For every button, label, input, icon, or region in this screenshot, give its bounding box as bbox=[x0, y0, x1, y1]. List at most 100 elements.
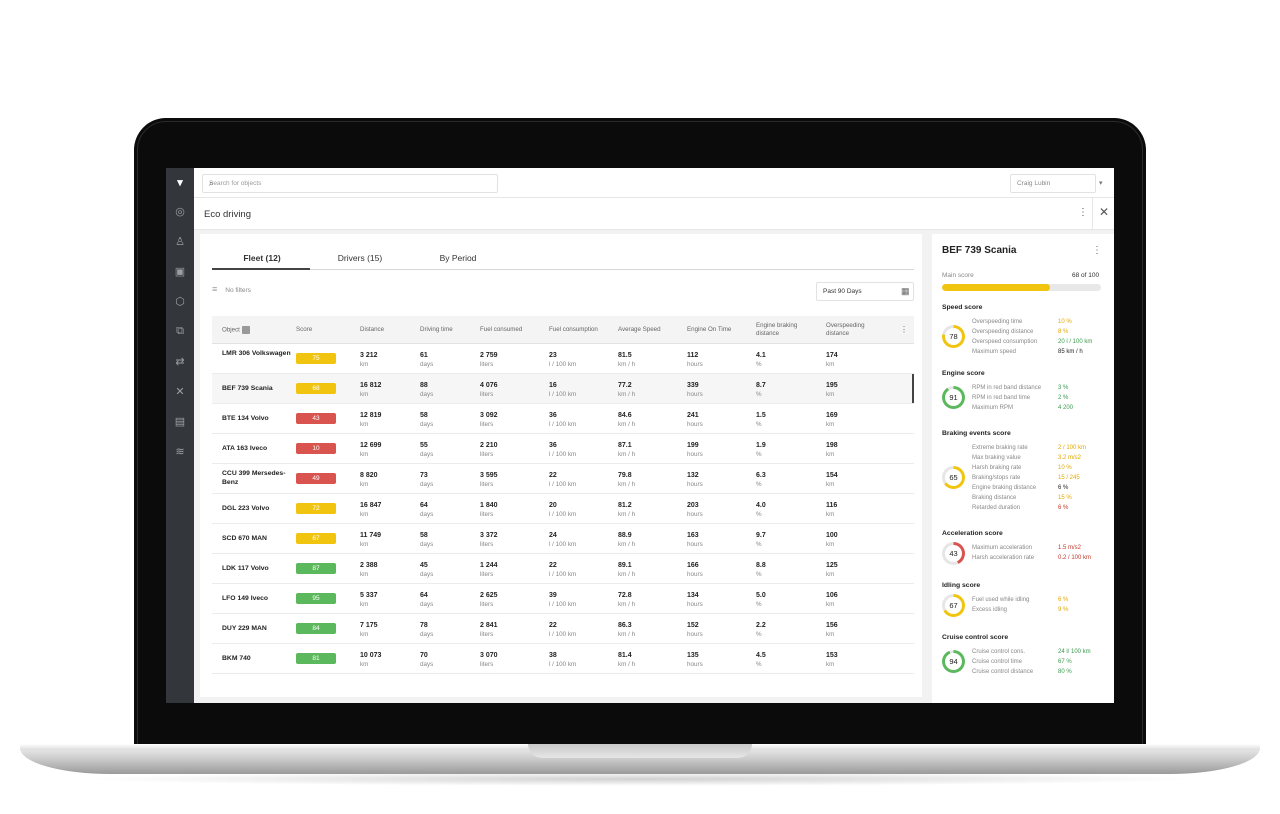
search-placeholder: Search for objects bbox=[209, 180, 262, 187]
table-row[interactable]: LFO 149 Iveco 95 5 337 km 64 days 2 625 liters 3… bbox=[212, 584, 914, 614]
driving-unit: days bbox=[420, 361, 434, 368]
braking-unit: % bbox=[756, 661, 762, 668]
column-header-driving-time[interactable]: Driving time bbox=[420, 326, 453, 333]
braking-cell: 1.5% bbox=[756, 411, 766, 429]
reports-icon[interactable]: ▤ bbox=[174, 415, 186, 428]
column-header-engine-braking[interactable]: Engine braking distance bbox=[756, 322, 798, 337]
table-row[interactable]: LMR 306 Volkswagen 75 3 212 km 61 days 2 759 li… bbox=[212, 344, 914, 374]
column-header-distance[interactable]: Distance bbox=[360, 326, 385, 333]
search-input[interactable]: Search for objects ⌕ bbox=[202, 174, 498, 193]
engine-unit: hours bbox=[687, 361, 703, 368]
speed-unit: km / h bbox=[618, 601, 636, 608]
vehicle-icon[interactable]: ▣ bbox=[174, 265, 186, 278]
tab-drivers[interactable]: Drivers (15) bbox=[337, 253, 383, 263]
cons-value: 22 bbox=[549, 562, 557, 569]
kebab-menu-icon[interactable]: ⋮ bbox=[1092, 245, 1102, 256]
fuel-unit: liters bbox=[480, 661, 494, 668]
speed-cell: 81.2 km / h bbox=[618, 501, 635, 519]
column-header-score[interactable]: Score bbox=[296, 326, 313, 333]
section-title: Acceleration score bbox=[942, 530, 1003, 537]
sort-icon[interactable] bbox=[241, 326, 250, 334]
speed-unit: km / h bbox=[618, 631, 636, 638]
page-title: Eco driving bbox=[204, 209, 251, 220]
speed-unit: km / h bbox=[618, 361, 636, 368]
fuel-value: 2 759 bbox=[480, 352, 498, 359]
tasks-icon[interactable]: ⇄ bbox=[175, 355, 185, 368]
metric-label: Braking distance bbox=[972, 495, 1017, 501]
driving-cell: 45 days bbox=[420, 561, 433, 579]
engine-cell: 163 hours bbox=[687, 531, 703, 549]
metric-value: 3.2 m/s2 bbox=[1058, 455, 1082, 461]
table-row[interactable]: CCU 399 Mersedes-Benz 49 8 820 km 73 days 3 59… bbox=[212, 464, 914, 494]
layers-icon[interactable]: ≋ bbox=[175, 445, 185, 458]
score-ring-value: 78 bbox=[945, 327, 962, 345]
distance-cell: 3 212 km bbox=[360, 351, 378, 369]
overspeed-cell: 153 km bbox=[826, 651, 838, 669]
overspeed-value: 125 bbox=[826, 562, 838, 569]
braking-value: 4.1 bbox=[756, 352, 766, 359]
metric-value: 6 % bbox=[1058, 597, 1069, 603]
column-header-fuel-consumed[interactable]: Fuel consumed bbox=[480, 326, 523, 333]
table-row[interactable]: ATA 163 Iveco 10 12 699 km 55 days 2 210 liters… bbox=[212, 434, 914, 464]
column-header-overspeeding[interactable]: Overspeeding distance bbox=[826, 322, 865, 337]
score-ring: 78 bbox=[942, 324, 965, 348]
driving-value: 73 bbox=[420, 472, 428, 479]
speed-cell: 79.8 km / h bbox=[618, 471, 635, 489]
braking-unit: % bbox=[756, 511, 762, 518]
table-row[interactable]: SCD 670 MAN 67 11 749 km 58 days 3 372 liters 24… bbox=[212, 524, 914, 554]
table-row[interactable]: DUY 229 MAN 84 7 175 km 78 days 2 841 liters 22 l… bbox=[212, 614, 914, 644]
table-row[interactable]: DGL 223 Volvo 72 16 847 km 64 days 1 840 liters… bbox=[212, 494, 914, 524]
braking-value: 2.2 bbox=[756, 622, 766, 629]
column-header-average-speed[interactable]: Average Speed bbox=[618, 326, 661, 333]
table-row[interactable]: BTE 134 Volvo 43 12 819 km 58 days 3 092 liters… bbox=[212, 404, 914, 434]
metric-label: Maximum speed bbox=[972, 349, 1017, 355]
fuel-value: 1 244 bbox=[480, 562, 498, 569]
dashboard-icon[interactable]: ◎ bbox=[175, 205, 185, 218]
close-icon[interactable]: ✕ bbox=[1099, 205, 1110, 219]
table-row[interactable]: LDK 117 Volvo 87 2 388 km 45 days 1 244 liters 2… bbox=[212, 554, 914, 584]
overspeed-cell: 198 km bbox=[826, 441, 838, 459]
engine-unit: hours bbox=[687, 541, 703, 548]
cons-value: 39 bbox=[549, 592, 557, 599]
vehicle-name-cell: LFO 149 Iveco bbox=[222, 595, 269, 602]
table-row[interactable]: BEF 739 Scania 68 16 812 km 88 days 4 076 liter… bbox=[212, 374, 914, 404]
tab-fleet[interactable]: Fleet (12) bbox=[243, 253, 281, 263]
engine-cell: 166 hours bbox=[687, 561, 703, 579]
speed-value: 88.9 bbox=[618, 532, 632, 539]
filter-control[interactable]: ≡ No filters bbox=[212, 284, 251, 294]
vehicle-detail-panel: BEF 739 Scania ⋮ Main score 68 of 100 Sp… bbox=[932, 234, 1114, 703]
driving-cell: 64 days bbox=[420, 591, 433, 609]
filter-icon[interactable]: ≡ bbox=[212, 284, 218, 294]
table-row[interactable]: BKM 740 81 10 073 km 70 days 3 070 liters 38 l / … bbox=[212, 644, 914, 674]
calendar-icon[interactable]: ▦ bbox=[901, 286, 910, 296]
period-select[interactable]: Past 90 Days ▦ bbox=[816, 282, 914, 301]
route-icon[interactable]: ⬡ bbox=[175, 295, 185, 308]
speed-value: 72.8 bbox=[618, 592, 632, 599]
metric-value: 8 % bbox=[1058, 329, 1069, 335]
app-logo-icon[interactable]: ▾ bbox=[177, 176, 183, 189]
score-ring: 94 bbox=[942, 649, 965, 673]
column-header-engine-on-time[interactable]: Engine On Time bbox=[687, 326, 732, 333]
main-score-bar bbox=[942, 284, 1101, 291]
cons-unit: l / 100 km bbox=[549, 361, 577, 368]
chevron-down-icon[interactable]: ▾ bbox=[1099, 180, 1103, 187]
columns-menu-icon[interactable]: ⋮ bbox=[900, 325, 908, 334]
tab-by-period[interactable]: By Period bbox=[439, 253, 477, 263]
user-menu[interactable]: Craig Lubin ▾ bbox=[1010, 174, 1103, 193]
score-badge: 95 bbox=[296, 593, 336, 604]
distance-cell: 10 073 km bbox=[360, 651, 381, 669]
overspeed-cell: 100 km bbox=[826, 531, 838, 549]
column-header-fuel-consumption[interactable]: Fuel consumption bbox=[549, 326, 598, 333]
engine-cell: 135 hours bbox=[687, 651, 703, 669]
braking-value: 8.8 bbox=[756, 562, 766, 569]
vehicle-name-cell: BTE 134 Volvo bbox=[222, 415, 269, 422]
user-icon[interactable]: ♙ bbox=[175, 235, 185, 248]
objects-icon[interactable]: ⧉ bbox=[176, 324, 184, 337]
tools-icon[interactable]: ✕ bbox=[175, 385, 185, 398]
search-icon[interactable]: ⌕ bbox=[209, 178, 215, 188]
speed-unit: km / h bbox=[618, 661, 636, 668]
speed-value: 86.3 bbox=[618, 622, 632, 629]
cons-unit: l / 100 km bbox=[549, 631, 577, 638]
column-header-object[interactable]: Object bbox=[222, 326, 292, 335]
kebab-menu-icon[interactable]: ⋮ bbox=[1078, 207, 1088, 218]
